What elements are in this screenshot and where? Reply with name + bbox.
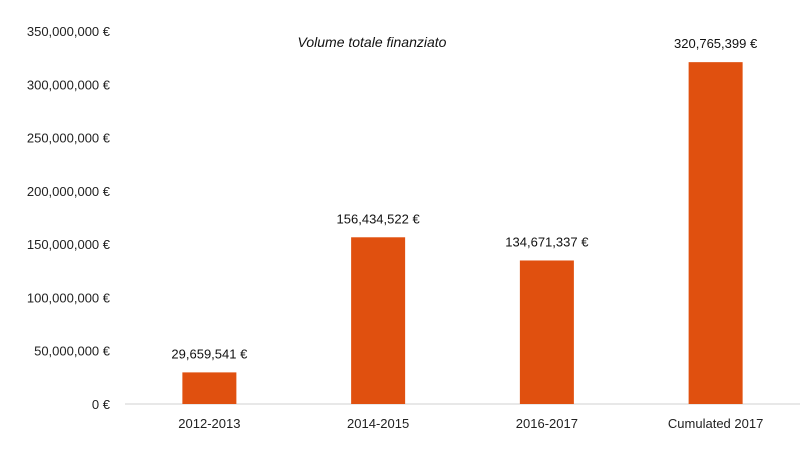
x-axis: 2012-2013 2014-2015 2016-2017 Cumulated 201… [178,416,763,431]
y-tick-label: 0 € [92,397,111,412]
data-label: 156,434,522 € [337,211,421,226]
bar [519,260,574,404]
bar [182,372,237,404]
y-tick-label: 350,000,000 € [27,24,111,39]
data-labels: 29,659,541 € 156,434,522 € 134,671,337 € 32… [171,36,758,361]
y-tick-label: 300,000,000 € [27,77,111,92]
y-axis: 0 € 50,000,000 € 100,000,000 € 150,000,000 … [27,24,111,412]
data-label: 29,659,541 € [171,346,248,361]
data-label: 134,671,337 € [505,234,589,249]
x-tick-label: Cumulated 2017 [668,416,763,431]
bar [351,237,406,404]
x-tick-label: 2012-2013 [178,416,240,431]
x-tick-label: 2014-2015 [347,416,409,431]
chart-title: Volume totale finanziato [298,34,447,50]
y-tick-label: 100,000,000 € [27,290,111,305]
y-tick-label: 200,000,000 € [27,184,111,199]
x-tick-label: 2016-2017 [516,416,578,431]
y-tick-label: 50,000,000 € [34,344,111,359]
bar [688,62,743,404]
y-tick-label: 150,000,000 € [27,237,111,252]
data-label: 320,765,399 € [674,36,758,51]
y-tick-label: 250,000,000 € [27,131,111,146]
bars [182,62,743,404]
